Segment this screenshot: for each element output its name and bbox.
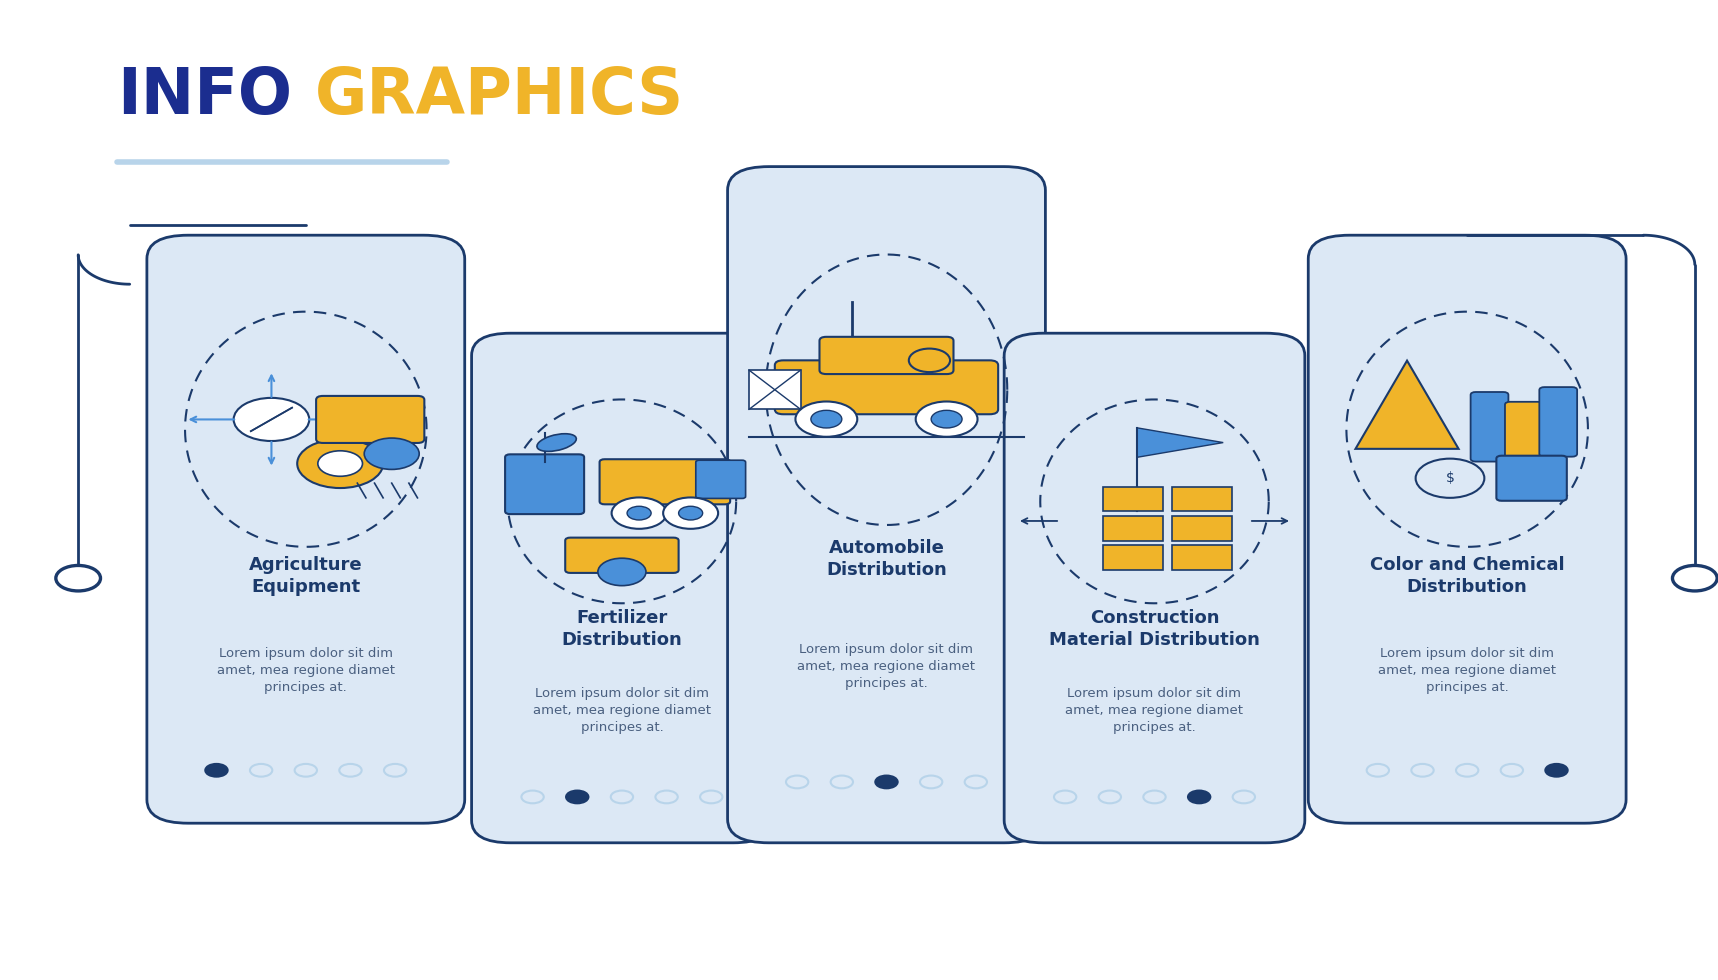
Circle shape	[55, 565, 100, 591]
FancyBboxPatch shape	[316, 396, 424, 443]
Circle shape	[598, 559, 646, 586]
Text: Lorem ipsum dolor sit dim
amet, mea regione diamet
principes at.: Lorem ipsum dolor sit dim amet, mea regi…	[797, 644, 976, 691]
Circle shape	[811, 411, 842, 428]
Ellipse shape	[538, 434, 576, 452]
Text: INFO: INFO	[117, 66, 292, 127]
FancyBboxPatch shape	[728, 167, 1045, 843]
Circle shape	[627, 507, 651, 520]
Text: Fertilizer
Distribution: Fertilizer Distribution	[562, 609, 682, 649]
Polygon shape	[1356, 361, 1459, 449]
FancyBboxPatch shape	[1103, 487, 1163, 512]
Text: $: $	[1445, 471, 1455, 485]
Circle shape	[1189, 791, 1209, 804]
Circle shape	[679, 507, 703, 520]
FancyBboxPatch shape	[565, 538, 679, 573]
FancyBboxPatch shape	[696, 461, 746, 499]
Text: Lorem ipsum dolor sit dim
amet, mea regione diamet
principes at.: Lorem ipsum dolor sit dim amet, mea regi…	[1378, 647, 1557, 694]
FancyBboxPatch shape	[819, 337, 953, 374]
Circle shape	[874, 775, 899, 788]
Text: Lorem ipsum dolor sit dim
amet, mea regione diamet
principes at.: Lorem ipsum dolor sit dim amet, mea regi…	[216, 647, 395, 694]
FancyBboxPatch shape	[1539, 387, 1577, 457]
FancyBboxPatch shape	[775, 361, 998, 415]
Circle shape	[916, 402, 978, 437]
FancyBboxPatch shape	[1103, 516, 1163, 541]
Circle shape	[318, 451, 362, 476]
Text: Automobile
Distribution: Automobile Distribution	[826, 539, 947, 579]
FancyBboxPatch shape	[1103, 546, 1163, 570]
Text: Lorem ipsum dolor sit dim
amet, mea regione diamet
principes at.: Lorem ipsum dolor sit dim amet, mea regi…	[533, 687, 711, 734]
FancyBboxPatch shape	[146, 235, 464, 823]
Text: Lorem ipsum dolor sit dim
amet, mea regione diamet
principes at.: Lorem ipsum dolor sit dim amet, mea regi…	[1065, 687, 1244, 734]
Circle shape	[1672, 565, 1718, 591]
Circle shape	[234, 398, 309, 441]
FancyBboxPatch shape	[1471, 392, 1508, 462]
FancyBboxPatch shape	[1172, 487, 1232, 512]
FancyBboxPatch shape	[600, 460, 730, 505]
Text: Color and Chemical
Distribution: Color and Chemical Distribution	[1369, 556, 1565, 597]
Circle shape	[204, 764, 227, 776]
FancyBboxPatch shape	[471, 333, 771, 843]
FancyBboxPatch shape	[1505, 402, 1543, 471]
Polygon shape	[1137, 428, 1223, 458]
FancyBboxPatch shape	[1172, 546, 1232, 570]
FancyBboxPatch shape	[505, 455, 584, 514]
Circle shape	[795, 402, 857, 437]
Circle shape	[663, 498, 718, 529]
Circle shape	[931, 411, 962, 428]
Text: Construction
Material Distribution: Construction Material Distribution	[1050, 609, 1259, 649]
Circle shape	[364, 438, 419, 469]
FancyBboxPatch shape	[749, 370, 801, 410]
FancyBboxPatch shape	[1307, 235, 1625, 823]
FancyBboxPatch shape	[1496, 456, 1567, 501]
FancyBboxPatch shape	[1003, 333, 1306, 843]
Circle shape	[297, 439, 383, 488]
FancyBboxPatch shape	[1172, 516, 1232, 541]
Circle shape	[612, 498, 667, 529]
Text: Agriculture
Equipment: Agriculture Equipment	[249, 556, 362, 597]
Text: GRAPHICS: GRAPHICS	[314, 66, 684, 127]
Circle shape	[567, 791, 588, 804]
Circle shape	[1546, 764, 1567, 776]
